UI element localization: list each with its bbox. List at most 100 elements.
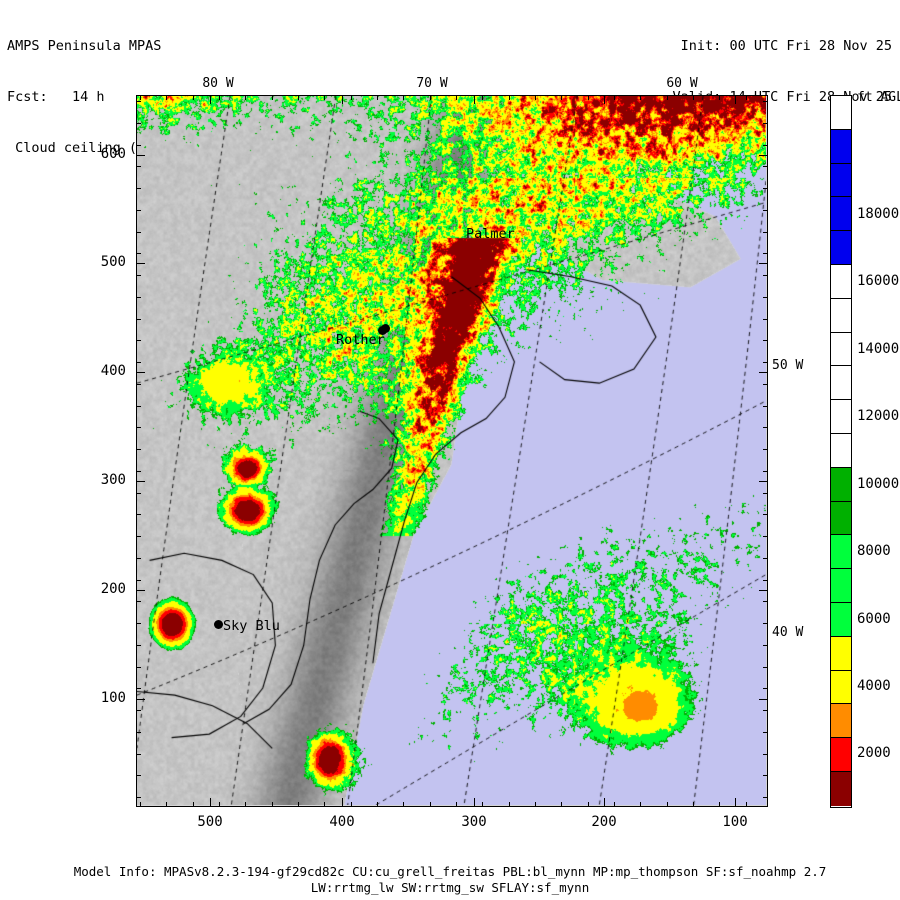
y-axis-minor-tick [136, 710, 141, 711]
x-axis-major-tick [735, 95, 736, 104]
x-axis-minor-tick [193, 95, 194, 100]
x-axis-minor-tick [219, 802, 220, 807]
y-axis-major-tick [136, 699, 145, 700]
map-plot-area[interactable] [136, 95, 768, 807]
y-axis-minor-tick [763, 406, 768, 407]
y-axis-major-tick [136, 590, 145, 591]
y-axis-minor-tick [136, 253, 141, 254]
y-axis-label: 300 [100, 472, 126, 488]
longitude-label-right: 40 W [772, 625, 804, 640]
x-axis-minor-tick [193, 802, 194, 807]
y-axis-minor-tick [136, 188, 141, 189]
colorbar-cell [831, 129, 851, 164]
x-axis-minor-tick [219, 95, 220, 100]
x-axis-minor-tick [535, 95, 536, 100]
x-axis-minor-tick [166, 802, 167, 807]
y-axis-major-tick [759, 155, 768, 156]
x-axis-minor-tick [377, 802, 378, 807]
y-axis-minor-tick [763, 449, 768, 450]
y-axis-minor-tick [763, 797, 768, 798]
x-axis-label: 300 [461, 814, 487, 830]
x-axis-minor-tick [351, 95, 352, 100]
x-axis-minor-tick [456, 802, 457, 807]
y-axis-major-tick [759, 699, 768, 700]
y-axis-major-tick [759, 372, 768, 373]
y-axis-major-tick [136, 155, 145, 156]
y-axis-minor-tick [136, 688, 141, 689]
page-title: AMPS Peninsula MPAS [7, 38, 162, 54]
colorbar-cell [831, 197, 851, 232]
x-axis-minor-tick [324, 95, 325, 100]
x-axis-minor-tick [693, 802, 694, 807]
x-axis-major-tick [210, 95, 211, 104]
y-axis-minor-tick [136, 601, 141, 602]
x-axis-minor-tick [482, 95, 483, 100]
cloud-ceiling-raster [137, 96, 766, 805]
y-axis-minor-tick [136, 275, 141, 276]
y-axis-minor-tick [763, 166, 768, 167]
x-axis-major-tick [474, 95, 475, 104]
y-axis-minor-tick [136, 319, 141, 320]
x-axis-major-tick [604, 95, 605, 104]
x-axis-minor-tick [166, 95, 167, 100]
y-axis-major-tick [136, 263, 145, 264]
station-marker-skyblu [214, 620, 223, 629]
y-axis-minor-tick [763, 536, 768, 537]
x-axis-major-tick [604, 798, 605, 807]
x-axis-minor-tick [640, 95, 641, 100]
model-info-line-2: LW:rrtmg_lw SW:rrtmg_sw SFLAY:sf_mynn [310, 880, 590, 895]
colorbar-cell [831, 670, 851, 705]
y-axis-minor-tick [136, 645, 141, 646]
y-axis-minor-tick [763, 123, 768, 124]
y-axis-minor-tick [763, 101, 768, 102]
colorbar-cell [831, 366, 851, 401]
x-axis-minor-tick [482, 802, 483, 807]
colorbar-tick-label: 2000 [857, 745, 891, 761]
x-axis-minor-tick [430, 802, 431, 807]
y-axis-minor-tick [763, 232, 768, 233]
y-axis-minor-tick [763, 775, 768, 776]
y-axis-minor-tick [136, 123, 141, 124]
y-axis-minor-tick [763, 645, 768, 646]
colorbar-cell [831, 569, 851, 603]
colorbar-tick-label: 6000 [857, 611, 891, 627]
y-axis-minor-tick [763, 601, 768, 602]
colorbar-cell [831, 535, 851, 570]
colorbar-tick-label: 4000 [857, 678, 891, 694]
x-axis-minor-tick [245, 95, 246, 100]
station-label-rother: Rother [336, 332, 385, 348]
y-axis-minor-tick [763, 297, 768, 298]
x-axis-minor-tick [614, 95, 615, 100]
y-axis-minor-tick [136, 427, 141, 428]
forecast-hour: Fcst: 14 h [7, 89, 105, 105]
x-axis-minor-tick [667, 802, 668, 807]
y-axis-minor-tick [763, 253, 768, 254]
colorbar-cell [831, 231, 851, 265]
y-axis-minor-tick [763, 688, 768, 689]
colorbar-cell [831, 400, 851, 434]
colorbar-cell [831, 704, 851, 739]
y-axis-minor-tick [136, 471, 141, 472]
x-axis-label: 500 [197, 814, 223, 830]
x-axis-minor-tick [535, 802, 536, 807]
longitude-label-right: 50 W [772, 358, 804, 373]
y-axis-major-tick [759, 263, 768, 264]
x-axis-major-tick [342, 798, 343, 807]
y-axis-minor-tick [136, 101, 141, 102]
y-axis-minor-tick [136, 362, 141, 363]
y-axis-minor-tick [136, 580, 141, 581]
y-axis-minor-tick [136, 210, 141, 211]
y-axis-minor-tick [763, 188, 768, 189]
y-axis-minor-tick [136, 449, 141, 450]
y-axis-major-tick [136, 372, 145, 373]
y-axis-minor-tick [763, 362, 768, 363]
y-axis-minor-tick [136, 493, 141, 494]
y-axis-minor-tick [763, 710, 768, 711]
x-axis-minor-tick [403, 802, 404, 807]
colorbar-tick-label: 10000 [857, 476, 900, 492]
x-axis-minor-tick [245, 802, 246, 807]
y-axis-label: 500 [100, 254, 126, 270]
colorbar-unit-label: ft AGL [857, 90, 900, 105]
colorbar-cell [831, 636, 851, 671]
y-axis-minor-tick [136, 623, 141, 624]
